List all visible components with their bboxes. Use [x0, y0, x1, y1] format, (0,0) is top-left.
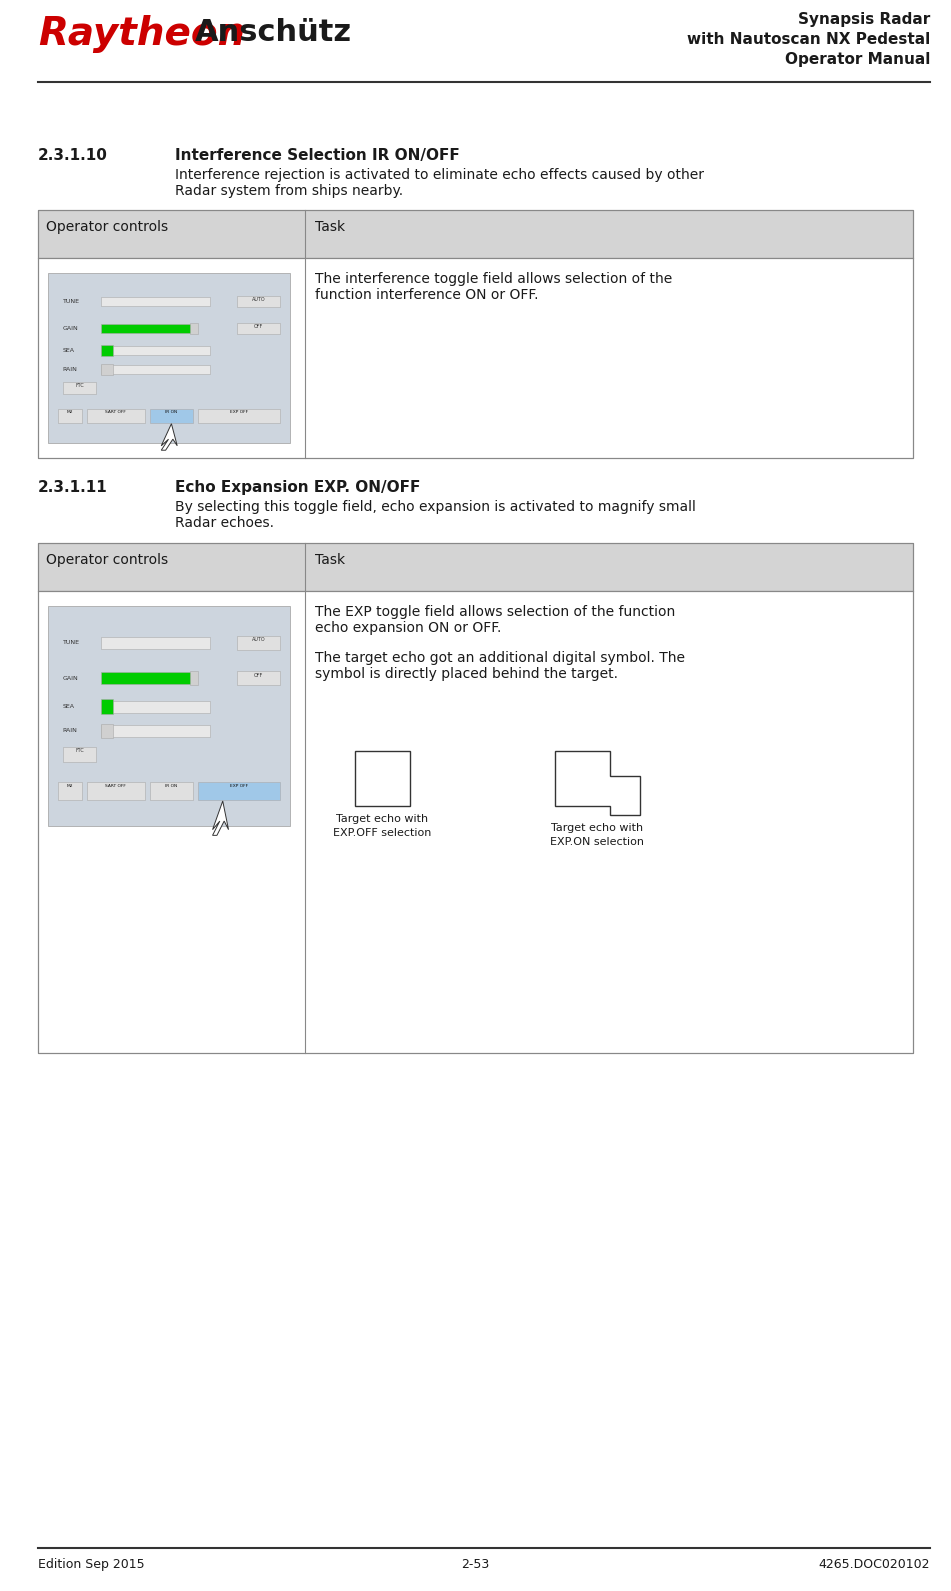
- Bar: [237, 296, 281, 307]
- Bar: [87, 409, 145, 423]
- Bar: [38, 543, 913, 1053]
- Bar: [101, 671, 194, 684]
- Bar: [355, 751, 410, 807]
- Bar: [237, 671, 281, 686]
- Bar: [101, 364, 210, 374]
- Polygon shape: [213, 800, 228, 835]
- Polygon shape: [555, 751, 640, 815]
- Text: AUTO: AUTO: [252, 298, 265, 302]
- Text: RAIN: RAIN: [63, 729, 77, 733]
- Text: AUTO: AUTO: [252, 638, 265, 643]
- Text: EXP.OFF selection: EXP.OFF selection: [333, 827, 432, 838]
- Bar: [38, 590, 913, 1053]
- Text: echo expansion ON or OFF.: echo expansion ON or OFF.: [315, 620, 501, 635]
- Text: Anschütz: Anschütz: [195, 18, 352, 48]
- Bar: [38, 210, 913, 458]
- Bar: [101, 724, 112, 738]
- Bar: [58, 783, 82, 800]
- Text: SART OFF: SART OFF: [106, 410, 126, 414]
- Text: The interference toggle field allows selection of the: The interference toggle field allows sel…: [315, 272, 672, 286]
- Text: 2.3.1.11: 2.3.1.11: [38, 480, 107, 495]
- Text: RAIN: RAIN: [63, 368, 77, 372]
- Bar: [101, 725, 210, 737]
- Bar: [198, 783, 281, 800]
- Text: function interference ON or OFF.: function interference ON or OFF.: [315, 288, 538, 302]
- Text: SEA: SEA: [63, 705, 74, 710]
- Bar: [190, 671, 198, 686]
- Bar: [149, 783, 193, 800]
- Text: Radar echoes.: Radar echoes.: [175, 515, 274, 530]
- Text: TUNE: TUNE: [63, 299, 80, 304]
- Text: Raytheon: Raytheon: [38, 14, 245, 53]
- Text: FTC: FTC: [75, 748, 84, 754]
- Bar: [58, 409, 82, 423]
- Text: Edition Sep 2015: Edition Sep 2015: [38, 1558, 145, 1570]
- Text: 4265.DOC020102: 4265.DOC020102: [819, 1558, 930, 1570]
- Text: GAIN: GAIN: [63, 676, 78, 681]
- Bar: [48, 606, 290, 826]
- Text: Task: Task: [315, 554, 345, 566]
- Bar: [237, 323, 281, 334]
- Bar: [63, 746, 96, 762]
- Bar: [101, 325, 194, 334]
- Text: EXP.ON selection: EXP.ON selection: [551, 837, 645, 846]
- Text: SART OFF: SART OFF: [106, 784, 126, 788]
- Text: EXP OFF: EXP OFF: [230, 784, 248, 788]
- Bar: [198, 409, 281, 423]
- Bar: [101, 636, 210, 649]
- Text: Interference Selection IR ON/OFF: Interference Selection IR ON/OFF: [175, 148, 459, 162]
- Text: Radar system from ships nearby.: Radar system from ships nearby.: [175, 185, 403, 197]
- Text: GAIN: GAIN: [63, 326, 78, 331]
- Text: Operator controls: Operator controls: [46, 554, 168, 566]
- Bar: [87, 783, 145, 800]
- Text: IR ON: IR ON: [165, 784, 178, 788]
- Bar: [101, 364, 112, 375]
- Text: IR ON: IR ON: [165, 410, 178, 414]
- Text: Echo Expansion EXP. ON/OFF: Echo Expansion EXP. ON/OFF: [175, 480, 420, 495]
- Polygon shape: [162, 423, 177, 450]
- Bar: [101, 345, 112, 356]
- Text: Operator controls: Operator controls: [46, 220, 168, 234]
- Bar: [101, 347, 210, 355]
- Text: By selecting this toggle field, echo expansion is activated to magnify small: By selecting this toggle field, echo exp…: [175, 500, 696, 514]
- Bar: [48, 274, 290, 442]
- Bar: [101, 700, 112, 714]
- Bar: [101, 700, 210, 713]
- Text: Target echo with: Target echo with: [552, 823, 644, 834]
- Text: Interference rejection is activated to eliminate echo effects caused by other: Interference rejection is activated to e…: [175, 169, 704, 181]
- Text: with Nautoscan NX Pedestal: with Nautoscan NX Pedestal: [687, 32, 930, 48]
- Bar: [38, 258, 913, 458]
- Bar: [237, 635, 281, 651]
- Bar: [149, 409, 193, 423]
- Text: Task: Task: [315, 220, 345, 234]
- Text: M2: M2: [67, 410, 73, 414]
- Bar: [38, 543, 913, 590]
- Text: Target echo with: Target echo with: [337, 815, 429, 824]
- Text: FTC: FTC: [75, 383, 84, 388]
- Text: The EXP toggle field allows selection of the function: The EXP toggle field allows selection of…: [315, 605, 675, 619]
- Text: 2-53: 2-53: [461, 1558, 490, 1570]
- Bar: [38, 210, 913, 258]
- Text: OFF: OFF: [254, 673, 263, 678]
- Bar: [101, 298, 210, 305]
- Bar: [190, 323, 198, 334]
- Bar: [63, 382, 96, 393]
- Text: TUNE: TUNE: [63, 640, 80, 646]
- Text: Operator Manual: Operator Manual: [785, 53, 930, 67]
- Text: symbol is directly placed behind the target.: symbol is directly placed behind the tar…: [315, 667, 618, 681]
- Text: 2.3.1.10: 2.3.1.10: [38, 148, 107, 162]
- Text: EXP OFF: EXP OFF: [230, 410, 248, 414]
- Text: The target echo got an additional digital symbol. The: The target echo got an additional digita…: [315, 651, 685, 665]
- Text: Synapsis Radar: Synapsis Radar: [798, 13, 930, 27]
- Text: M2: M2: [67, 784, 73, 788]
- Text: OFF: OFF: [254, 325, 263, 329]
- Text: SEA: SEA: [63, 348, 74, 353]
